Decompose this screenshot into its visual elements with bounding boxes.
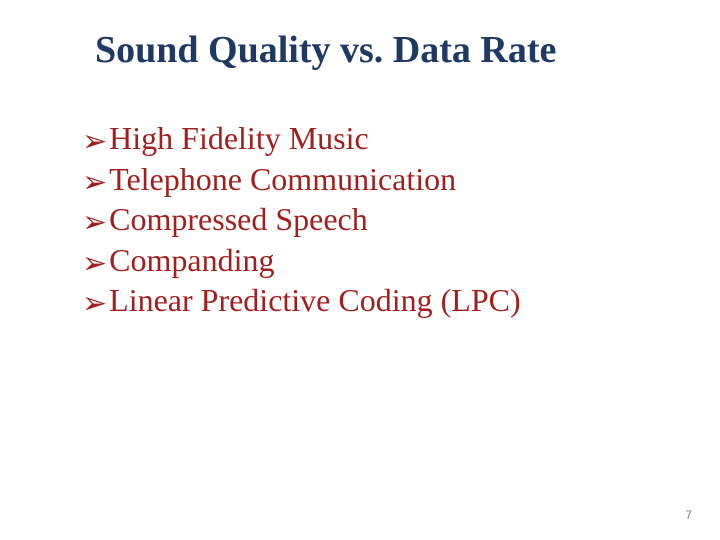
chevron-icon: ➢ [82,204,107,242]
list-item-text: High Fidelity Music [109,118,369,158]
chevron-icon: ➢ [82,285,107,323]
list-item-text: Compressed Speech [109,199,368,239]
list-item-text: Companding [109,240,274,280]
chevron-icon: ➢ [82,245,107,283]
list-item: ➢ Companding [82,240,521,281]
slide-title: Sound Quality vs. Data Rate [95,28,556,72]
page-number: 7 [685,508,692,522]
list-item: ➢ Compressed Speech [82,199,521,240]
chevron-icon: ➢ [82,164,107,202]
slide: Sound Quality vs. Data Rate ➢ High Fidel… [0,0,720,540]
list-item: ➢ Telephone Communication [82,159,521,200]
chevron-icon: ➢ [82,123,107,161]
list-item: ➢ Linear Predictive Coding (LPC) [82,280,521,321]
list-item-text: Telephone Communication [109,159,456,199]
bullet-list: ➢ High Fidelity Music ➢ Telephone Commun… [82,118,521,321]
list-item-text: Linear Predictive Coding (LPC) [109,280,520,320]
list-item: ➢ High Fidelity Music [82,118,521,159]
